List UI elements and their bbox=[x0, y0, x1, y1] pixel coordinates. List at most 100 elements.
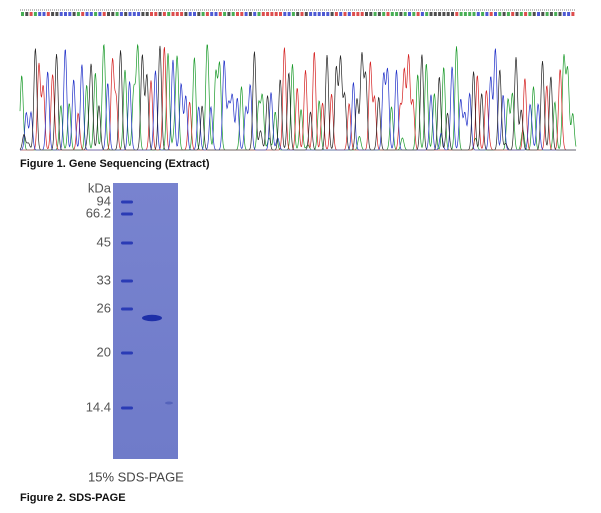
base-letter bbox=[124, 12, 128, 16]
base-letter bbox=[506, 12, 510, 16]
base-letter bbox=[446, 12, 450, 16]
base-letter bbox=[274, 12, 278, 16]
base-letter bbox=[347, 12, 351, 16]
base-letter bbox=[472, 12, 476, 16]
base-letter bbox=[132, 12, 136, 16]
base-letter bbox=[468, 12, 472, 16]
base-letter bbox=[98, 12, 102, 16]
base-letter bbox=[218, 12, 222, 16]
base-letter bbox=[442, 12, 446, 16]
base-letter bbox=[390, 12, 394, 16]
base-letter bbox=[528, 12, 532, 16]
base-letter bbox=[231, 12, 235, 16]
base-letter bbox=[291, 12, 295, 16]
base-letter bbox=[29, 12, 33, 16]
base-letter bbox=[167, 12, 171, 16]
ladder-band bbox=[121, 351, 133, 355]
base-letter bbox=[420, 12, 424, 16]
base-letter bbox=[296, 12, 300, 16]
base-letter bbox=[515, 12, 519, 16]
base-letter bbox=[21, 12, 24, 16]
base-letter bbox=[223, 12, 227, 16]
base-letter bbox=[343, 12, 347, 16]
gel-label: 15% SDS-PAGE bbox=[88, 469, 184, 484]
ladder-band bbox=[121, 406, 133, 410]
base-letter bbox=[356, 12, 360, 16]
base-letter bbox=[210, 12, 214, 16]
base-letter bbox=[76, 12, 80, 16]
base-letter bbox=[537, 12, 540, 16]
base-letter bbox=[158, 12, 162, 16]
base-letter bbox=[502, 12, 506, 16]
gel-lane bbox=[113, 183, 178, 459]
base-letter bbox=[416, 12, 420, 16]
base-letter bbox=[549, 12, 553, 16]
base-letter bbox=[459, 12, 463, 16]
base-letter bbox=[300, 12, 304, 16]
ladder-band bbox=[121, 279, 133, 283]
base-letter bbox=[524, 12, 528, 16]
marker-label: 20 bbox=[97, 344, 111, 359]
base-letter bbox=[94, 12, 98, 16]
base-letter bbox=[266, 12, 270, 16]
base-letter bbox=[519, 12, 523, 16]
base-letter bbox=[330, 12, 334, 16]
base-letter bbox=[304, 12, 308, 16]
base-letter bbox=[55, 12, 59, 16]
base-letter bbox=[137, 12, 141, 16]
base-letter bbox=[485, 12, 489, 16]
base-letter bbox=[154, 12, 158, 16]
base-letter bbox=[438, 12, 442, 16]
base-letter bbox=[115, 12, 119, 16]
base-letter bbox=[59, 12, 63, 16]
base-letter bbox=[313, 12, 317, 16]
marker-label: 66.2 bbox=[86, 205, 111, 220]
base-letter bbox=[429, 12, 433, 16]
base-letter bbox=[433, 12, 437, 16]
base-letter bbox=[145, 12, 149, 16]
base-letter bbox=[386, 12, 390, 16]
base-letter bbox=[51, 12, 55, 16]
base-letter bbox=[339, 12, 343, 16]
base-letter bbox=[68, 12, 72, 16]
base-letter bbox=[175, 12, 179, 16]
marker-label: 94 bbox=[97, 193, 111, 208]
base-letter bbox=[567, 12, 571, 16]
trace-line bbox=[20, 47, 576, 151]
base-letter bbox=[395, 12, 399, 16]
base-letter bbox=[240, 12, 244, 16]
base-letter bbox=[532, 12, 536, 16]
base-letter bbox=[489, 12, 493, 16]
base-letter bbox=[46, 12, 50, 16]
base-letter bbox=[81, 12, 85, 16]
base-letter bbox=[494, 12, 497, 16]
base-letter bbox=[257, 12, 261, 16]
base-letter bbox=[244, 12, 248, 16]
base-letter bbox=[248, 12, 252, 16]
base-letter bbox=[562, 12, 566, 16]
base-letter bbox=[42, 12, 46, 16]
faint-band bbox=[165, 401, 173, 405]
unit-label: kDa bbox=[88, 180, 112, 195]
base-letter bbox=[107, 12, 110, 16]
base-letter bbox=[270, 12, 274, 16]
base-letter bbox=[205, 12, 209, 16]
base-letter bbox=[382, 12, 386, 16]
base-letter bbox=[455, 12, 459, 16]
base-letter bbox=[214, 12, 218, 16]
base-letter bbox=[476, 12, 480, 16]
base-letter bbox=[352, 12, 356, 16]
base-letter bbox=[334, 12, 338, 16]
base-letter bbox=[64, 12, 67, 16]
base-letter bbox=[399, 12, 403, 16]
base-letter bbox=[119, 12, 123, 16]
protein-band bbox=[142, 314, 162, 322]
base-letter bbox=[171, 12, 175, 16]
base-letter bbox=[554, 12, 558, 16]
base-letter bbox=[180, 12, 184, 16]
base-letter bbox=[201, 12, 205, 16]
sequence-strip bbox=[20, 9, 576, 16]
